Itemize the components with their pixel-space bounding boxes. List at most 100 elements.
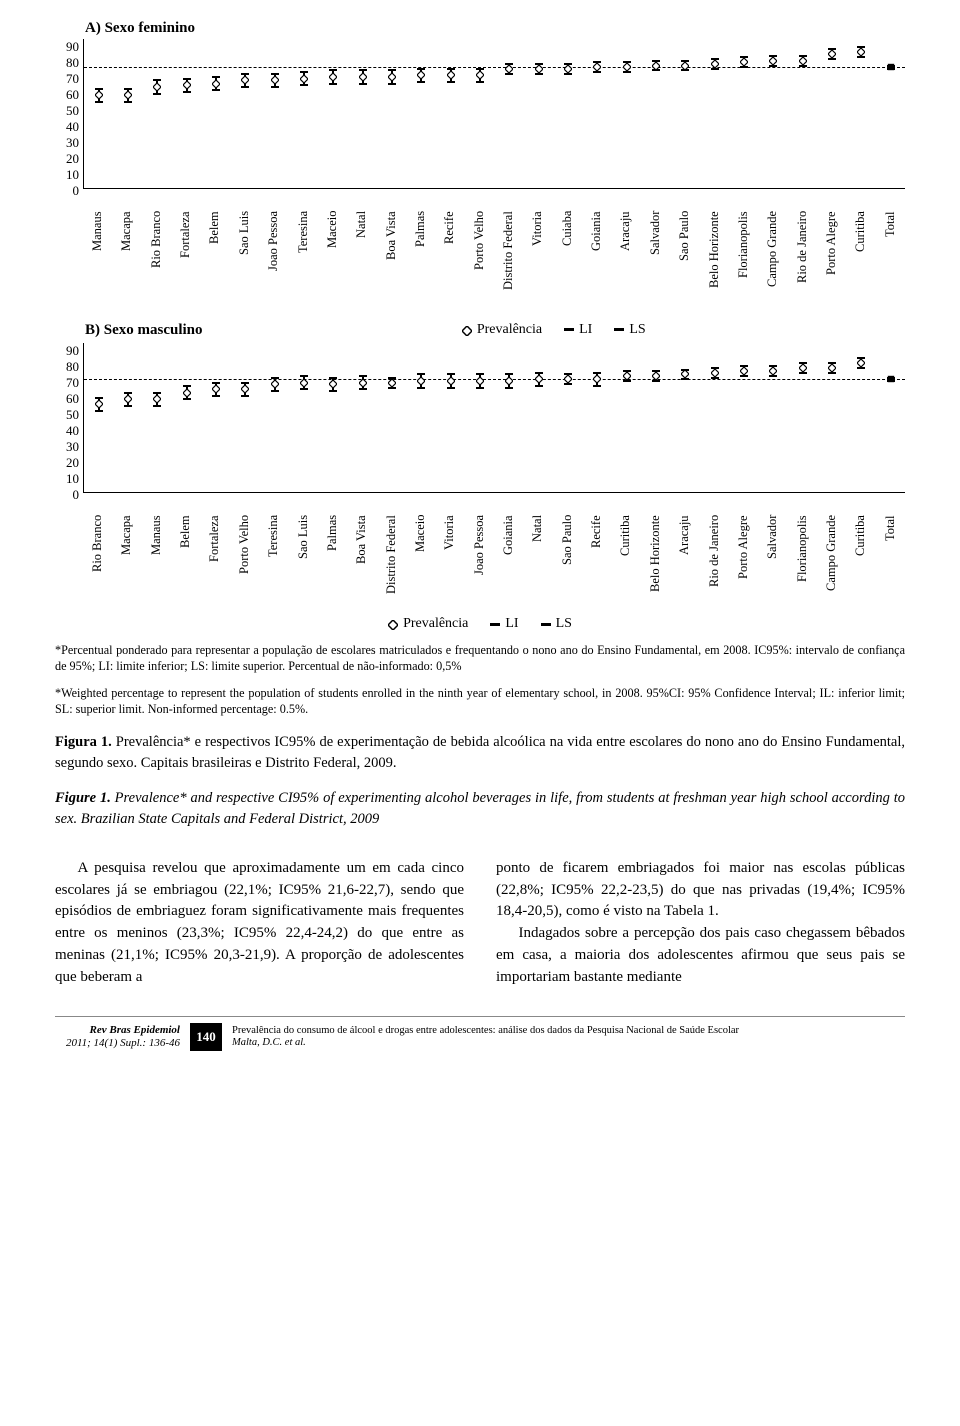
data-point-column bbox=[788, 343, 817, 492]
x-tick-label: Salvador bbox=[641, 211, 670, 306]
error-bar-lower-cap bbox=[447, 81, 455, 83]
point-marker bbox=[417, 377, 425, 385]
data-point-column bbox=[289, 343, 318, 492]
error-bar-lower-cap bbox=[417, 387, 425, 389]
data-point-column bbox=[84, 39, 113, 188]
chart-a-x-labels: ManausMacapaRio BrancoFortalezaBelemSao … bbox=[83, 211, 905, 306]
data-point-column bbox=[143, 39, 172, 188]
error-bar-lower-cap bbox=[505, 387, 513, 389]
point-marker bbox=[711, 369, 719, 377]
error-bar-lower-cap bbox=[183, 91, 191, 93]
point-marker bbox=[681, 62, 689, 70]
x-tick-label: Vitoria bbox=[435, 515, 464, 610]
y-tick-label: 30 bbox=[55, 135, 79, 151]
x-tick-label: Maceio bbox=[406, 515, 435, 610]
point-marker bbox=[476, 377, 484, 385]
x-tick-label: Salvador bbox=[758, 515, 787, 610]
error-bar-lower-cap bbox=[857, 367, 865, 369]
data-point-column bbox=[612, 343, 641, 492]
error-bar-lower-cap bbox=[300, 388, 308, 390]
x-tick-label: Florianopolis bbox=[788, 515, 817, 610]
point-marker bbox=[183, 81, 191, 89]
x-tick-label: Belem bbox=[171, 515, 200, 610]
point-marker bbox=[476, 71, 484, 79]
error-bar-upper-cap bbox=[447, 68, 455, 70]
legend-ls-label: LS bbox=[556, 616, 572, 632]
error-bar-lower-cap bbox=[212, 89, 220, 91]
error-bar-upper-cap bbox=[476, 68, 484, 70]
data-point-column bbox=[436, 343, 465, 492]
error-bar-lower-cap bbox=[124, 405, 132, 407]
data-point-column bbox=[700, 39, 729, 188]
error-bar-lower-cap bbox=[652, 69, 660, 71]
x-tick-label: Total bbox=[876, 515, 905, 610]
figure-text-en: Prevalence* and respective CI95% of expe… bbox=[55, 790, 905, 827]
data-point-column bbox=[817, 343, 846, 492]
y-tick-label: 50 bbox=[55, 103, 79, 119]
x-tick-label: Distrito Federal bbox=[377, 515, 406, 610]
footer-article-title: Prevalência do consumo de álcool e droga… bbox=[232, 1025, 905, 1038]
chart-a-title: A) Sexo feminino bbox=[85, 20, 905, 37]
data-point-column bbox=[612, 39, 641, 188]
x-tick-label: Campo Grande bbox=[758, 211, 787, 306]
point-marker bbox=[271, 76, 279, 84]
error-bar-upper-cap bbox=[241, 382, 249, 384]
error-bar-upper-cap bbox=[447, 373, 455, 375]
error-bar-lower-cap bbox=[241, 86, 249, 88]
error-bar-lower-cap bbox=[388, 387, 396, 389]
x-tick-label: Curitiba bbox=[846, 211, 875, 306]
error-bar-upper-cap bbox=[271, 377, 279, 379]
data-point-column bbox=[172, 343, 201, 492]
x-tick-label: Sao Paulo bbox=[670, 211, 699, 306]
y-tick-label: 0 bbox=[55, 183, 79, 199]
error-bar-lower-cap bbox=[417, 81, 425, 83]
data-point-column bbox=[319, 39, 348, 188]
footnote-en: *Weighted percentage to represent the po… bbox=[55, 685, 905, 718]
error-bar-upper-cap bbox=[183, 385, 191, 387]
error-bar-lower-cap bbox=[564, 383, 572, 385]
x-tick-label: Manaus bbox=[142, 515, 171, 610]
point-marker bbox=[535, 65, 543, 73]
y-tick-label: 70 bbox=[55, 71, 79, 87]
chart-a: A) Sexo feminino 9080706050403020100 Man… bbox=[55, 20, 905, 306]
error-bar-lower-cap bbox=[623, 71, 631, 73]
x-tick-label: Teresina bbox=[289, 211, 318, 306]
data-point-column bbox=[465, 39, 494, 188]
error-bar-lower-cap bbox=[681, 69, 689, 71]
y-tick-label: 0 bbox=[55, 487, 79, 503]
error-bar-lower-cap bbox=[711, 68, 719, 70]
error-bar-upper-cap bbox=[300, 375, 308, 377]
legend-top: Prevalência LI LS bbox=[203, 322, 905, 338]
point-marker bbox=[417, 71, 425, 79]
x-tick-label: Belo Horizonte bbox=[641, 515, 670, 610]
y-tick-label: 20 bbox=[55, 151, 79, 167]
y-tick-label: 10 bbox=[55, 167, 79, 183]
error-bar-lower-cap bbox=[359, 83, 367, 85]
body-columns: A pesquisa revelou que aproximadamente u… bbox=[55, 858, 905, 989]
x-tick-label: Rio Branco bbox=[142, 211, 171, 306]
data-point-column bbox=[759, 343, 788, 492]
point-marker bbox=[124, 395, 132, 403]
x-tick-label: Rio de Janeiro bbox=[700, 515, 729, 610]
x-tick-label: Porto Alegre bbox=[817, 211, 846, 306]
x-tick-label: Manaus bbox=[83, 211, 112, 306]
data-point-column bbox=[876, 343, 905, 492]
figure-caption-en: Figure 1. Prevalence* and respective CI9… bbox=[55, 788, 905, 830]
point-marker bbox=[95, 400, 103, 408]
error-bar-lower-cap bbox=[828, 372, 836, 374]
error-bar-lower-cap bbox=[388, 83, 396, 85]
legend-bottom: Prevalência LI LS bbox=[55, 616, 905, 632]
data-point-column bbox=[876, 39, 905, 188]
x-tick-label: Macapa bbox=[112, 515, 141, 610]
error-bar-lower-cap bbox=[271, 86, 279, 88]
error-bar-upper-cap bbox=[271, 73, 279, 75]
point-marker bbox=[271, 380, 279, 388]
point-marker bbox=[124, 91, 132, 99]
error-bar-lower-cap bbox=[799, 65, 807, 67]
chart-b-y-axis: 9080706050403020100 bbox=[55, 343, 83, 493]
error-bar-upper-cap bbox=[212, 382, 220, 384]
error-bar-upper-cap bbox=[417, 373, 425, 375]
data-point-column bbox=[260, 343, 289, 492]
data-point-column bbox=[289, 39, 318, 188]
error-bar-lower-cap bbox=[329, 390, 337, 392]
